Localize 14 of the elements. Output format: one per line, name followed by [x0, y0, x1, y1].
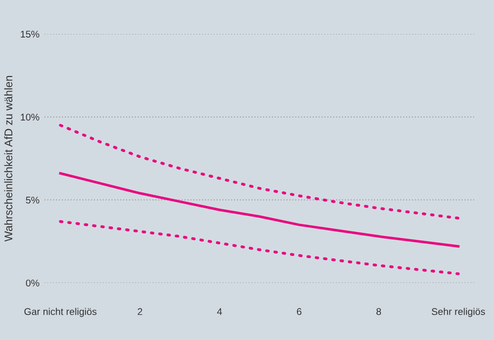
- x-tick-label: 2: [138, 308, 142, 315]
- line-series: [58, 124, 460, 220]
- x-tick-label: Sehr religiös: [432, 308, 485, 317]
- x-tick-label: Gar nicht religiös: [24, 308, 96, 317]
- y-tick-label: 10%: [20, 114, 40, 121]
- y-tick-label: 5%: [26, 196, 40, 204]
- x-tick-label: 6: [296, 308, 302, 316]
- y-axis-title: Wahrscheinlichkeit AfD zu wählen: [4, 76, 12, 242]
- y-tick-label: 0%: [26, 280, 40, 286]
- line-series: [58, 220, 460, 276]
- x-tick-label: 8: [376, 308, 382, 316]
- y-tick-label: 15%: [20, 30, 40, 38]
- line-series: [59, 172, 460, 248]
- x-tick-label: 4: [217, 308, 222, 315]
